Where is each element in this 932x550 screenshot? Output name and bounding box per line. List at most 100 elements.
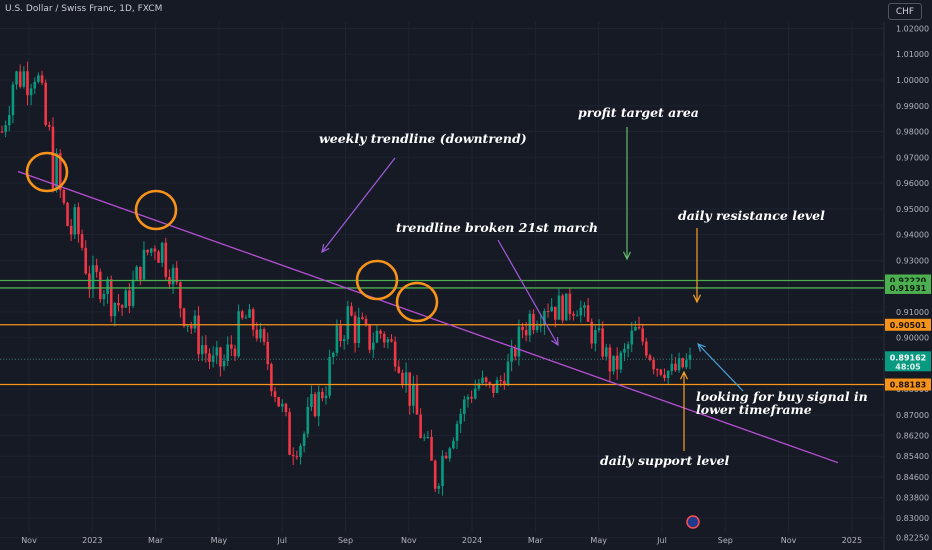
break-arrow-head bbox=[551, 336, 559, 347]
touch-circle bbox=[355, 259, 399, 301]
candle-body bbox=[77, 207, 80, 235]
candle-body bbox=[561, 295, 564, 321]
candle-body bbox=[601, 328, 604, 357]
candle-body bbox=[149, 248, 153, 253]
candle-body bbox=[554, 306, 557, 320]
candle-body bbox=[146, 249, 149, 253]
candle-body bbox=[670, 363, 674, 371]
candle-body bbox=[524, 330, 528, 336]
time-axis: Nov 2023 Mar May Jul Sep Nov 2024 Mar May Jul Sep No… bbox=[21, 536, 862, 545]
candle-body bbox=[139, 266, 142, 280]
x-tick-label: Nov bbox=[401, 536, 417, 545]
candle-body bbox=[193, 315, 197, 329]
candle-body bbox=[208, 353, 211, 362]
candle-body bbox=[302, 433, 306, 446]
candle-body bbox=[619, 352, 623, 370]
candle-body bbox=[353, 315, 357, 344]
candle-body bbox=[426, 436, 430, 438]
candle-body bbox=[284, 403, 288, 413]
candle-body bbox=[317, 391, 320, 417]
candle-body bbox=[219, 347, 222, 367]
symbol-title: U.S. Dollar / Swiss Franc, 1D, FXCM bbox=[5, 4, 163, 14]
candle-body bbox=[80, 234, 84, 248]
candle-body bbox=[575, 315, 579, 317]
x-tick-label: May bbox=[211, 536, 228, 545]
candle-body bbox=[659, 369, 663, 375]
candle-body bbox=[98, 271, 102, 300]
buy-signal-arrow-head bbox=[697, 343, 706, 352]
price-tag-label: 0.92220 bbox=[890, 276, 927, 285]
candle-body bbox=[634, 326, 637, 331]
candle-body bbox=[339, 325, 342, 341]
candle-body bbox=[29, 88, 33, 96]
y-tick-label: 1.01000 bbox=[896, 50, 929, 59]
candle-body bbox=[222, 360, 226, 367]
candle-body bbox=[259, 329, 262, 339]
candle-body bbox=[539, 325, 543, 327]
candle-body bbox=[22, 71, 26, 87]
candle-body bbox=[477, 383, 481, 389]
candle-body bbox=[179, 282, 182, 309]
candle-body bbox=[433, 460, 437, 489]
candle-body bbox=[492, 384, 495, 393]
candle-body bbox=[204, 345, 208, 354]
candle-body bbox=[623, 348, 626, 353]
x-tick-label: 2024 bbox=[462, 536, 482, 545]
candle-body bbox=[422, 437, 426, 439]
candle-body bbox=[328, 357, 331, 396]
candle-body bbox=[364, 319, 368, 325]
currency-button[interactable]: CHF bbox=[888, 3, 922, 20]
candle-body bbox=[200, 345, 204, 355]
candle-body bbox=[4, 125, 7, 132]
y-tick-label: 0.87000 bbox=[896, 411, 929, 420]
candle-body bbox=[568, 293, 572, 314]
candle-body bbox=[397, 366, 401, 373]
candle-body bbox=[444, 455, 448, 459]
candle-body bbox=[499, 380, 503, 382]
x-tick-label: Nov bbox=[781, 536, 797, 545]
candle-body bbox=[131, 279, 135, 306]
candle-body bbox=[408, 372, 412, 406]
candle-body bbox=[685, 359, 688, 368]
x-tick-label: Jul bbox=[276, 536, 287, 545]
candle-body bbox=[652, 360, 655, 370]
candle-body bbox=[226, 344, 229, 361]
candle-body bbox=[415, 384, 419, 415]
candle-body bbox=[437, 485, 441, 489]
candle-body bbox=[557, 295, 561, 320]
candle-body bbox=[197, 315, 200, 355]
candle-body bbox=[583, 305, 586, 308]
candle-body bbox=[117, 302, 120, 306]
y-tick-label: 0.83000 bbox=[896, 514, 929, 523]
price-tag-label: 0.91931 bbox=[890, 284, 927, 293]
candle-body bbox=[73, 207, 77, 235]
us-flag-icon[interactable] bbox=[686, 515, 700, 529]
candle-body bbox=[546, 310, 550, 312]
candle-body bbox=[244, 317, 248, 319]
candle-body bbox=[506, 361, 510, 386]
candle-body bbox=[604, 347, 608, 357]
candle-body bbox=[324, 395, 328, 399]
candle-body bbox=[48, 125, 51, 127]
y-tick-label: 0.94000 bbox=[896, 231, 929, 240]
candle-body bbox=[240, 311, 244, 318]
candle-body bbox=[404, 372, 408, 384]
candle-body bbox=[612, 355, 615, 372]
price-axis: 1.02000 1.01000 1.00000 0.99000 0.98000 0.970… bbox=[896, 24, 929, 542]
candle-body bbox=[543, 310, 546, 326]
candle-body bbox=[677, 358, 681, 371]
candle-body bbox=[331, 352, 335, 358]
candle-body bbox=[84, 247, 88, 274]
candles bbox=[0, 61, 692, 496]
candle-body bbox=[393, 341, 397, 367]
annotation-text: profit target area bbox=[578, 105, 699, 120]
candle-body bbox=[648, 355, 652, 361]
trendline-arrow-head bbox=[321, 244, 330, 254]
candle-body bbox=[645, 341, 648, 356]
candle-body bbox=[488, 382, 492, 385]
candle-body bbox=[66, 202, 69, 226]
candle-body bbox=[379, 330, 382, 334]
candle-body bbox=[215, 347, 219, 356]
